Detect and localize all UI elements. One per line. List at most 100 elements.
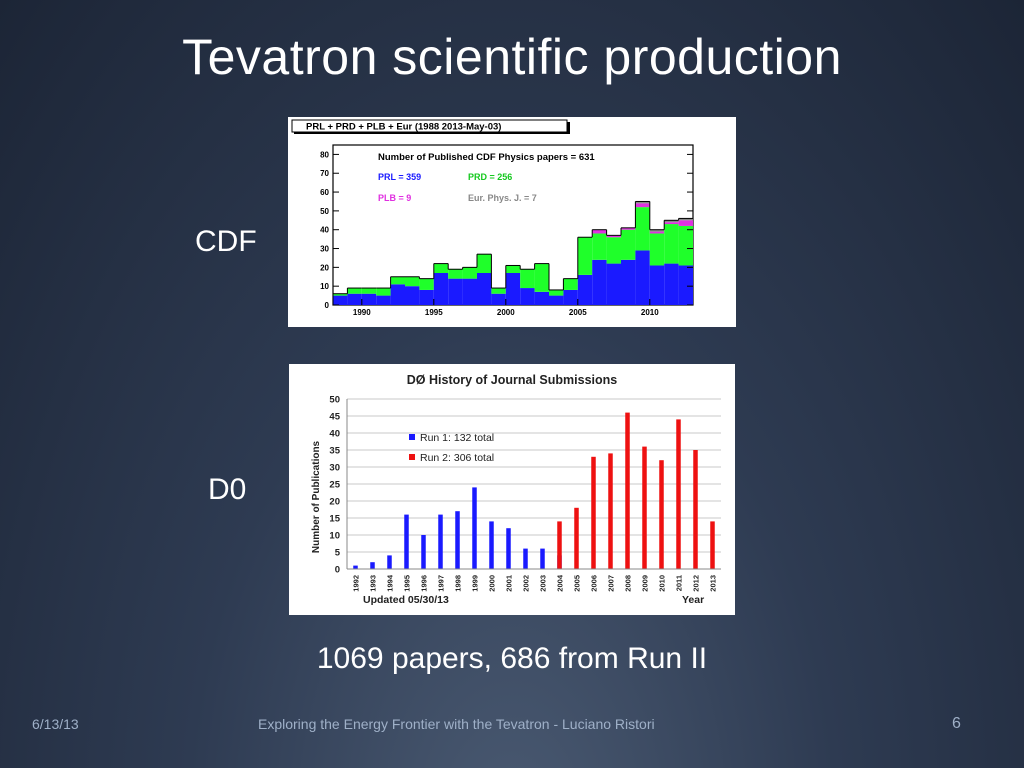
d0-xtick-label: 1992 xyxy=(352,575,361,592)
d0-bar-run1-1993 xyxy=(370,562,375,569)
d0-xtick-label: 2010 xyxy=(658,575,667,592)
cdf-bar-prd-2001 xyxy=(520,269,535,289)
cdf-legend-prd: PRD = 256 xyxy=(468,172,512,182)
cdf-bar-prl-1989 xyxy=(347,293,362,305)
cdf-ytick-label: 30 xyxy=(320,245,329,254)
cdf-bar-prl-2004 xyxy=(563,289,578,305)
footer-date: 6/13/13 xyxy=(32,716,79,732)
cdf-bar-prl-1992 xyxy=(390,284,405,305)
d0-bar-run1-1995 xyxy=(404,514,409,569)
cdf-bar-prd-1989 xyxy=(347,288,362,294)
cdf-bar-eur-2012 xyxy=(678,218,693,221)
cdf-bar-prl-2012 xyxy=(678,265,693,305)
d0-bar-run2-2009 xyxy=(642,446,647,569)
cdf-bar-prd-1990 xyxy=(361,288,377,294)
d0-xtick-label: 1994 xyxy=(386,574,395,592)
cdf-bar-prl-2000 xyxy=(505,273,521,305)
d0-bar-run1-1996 xyxy=(421,535,426,569)
d0-bar-run1-1992 xyxy=(353,565,358,569)
cdf-bar-prd-2003 xyxy=(549,289,564,296)
d0-xlabel: Year xyxy=(682,594,704,606)
cdf-xtick-label: 1995 xyxy=(425,308,443,317)
footer-text: Exploring the Energy Frontier with the T… xyxy=(258,716,655,732)
d0-bar-run2-2013 xyxy=(710,521,715,569)
cdf-bar-eur-2009 xyxy=(635,201,650,204)
d0-chart-title: DØ History of Journal Submissions xyxy=(407,373,617,387)
cdf-legend-prl: PRL = 359 xyxy=(378,172,421,182)
d0-ytick-label: 50 xyxy=(329,395,340,406)
cdf-bar-plb-2009 xyxy=(635,203,650,208)
d0-xtick-label: 2003 xyxy=(539,575,548,592)
cdf-bar-prl-1997 xyxy=(462,278,477,305)
d0-xtick-label: 2013 xyxy=(709,575,718,592)
cdf-chart-title: Number of Published CDF Physics papers =… xyxy=(378,152,595,163)
d0-bar-run1-2002 xyxy=(523,548,528,569)
cdf-bar-prd-2012 xyxy=(678,225,693,266)
d0-bar-run1-2003 xyxy=(540,548,545,569)
cdf-bar-prl-1990 xyxy=(361,293,377,305)
d0-ytick-label: 30 xyxy=(329,463,340,474)
d0-xtick-label: 2009 xyxy=(641,575,650,592)
d0-xtick-label: 2000 xyxy=(488,575,497,592)
d0-ytick-label: 35 xyxy=(329,446,340,457)
cdf-legend-eur: Eur. Phys. J. = 7 xyxy=(468,193,537,203)
cdf-header: PRL + PRD + PLB + Eur (1988 2013-May-03) xyxy=(306,122,501,133)
d0-bar-run2-2011 xyxy=(676,419,681,569)
cdf-legend-plb: PLB = 9 xyxy=(378,193,411,203)
cdf-bar-prd-2010 xyxy=(649,233,665,266)
d0-xtick-label: 2006 xyxy=(590,575,599,592)
cdf-ytick-label: 80 xyxy=(320,150,329,159)
d0-bar-run1-1998 xyxy=(455,511,460,569)
cdf-ytick-label: 60 xyxy=(320,188,329,197)
cdf-bar-prd-1991 xyxy=(376,288,391,296)
cdf-bar-prd-2002 xyxy=(534,263,549,292)
d0-xtick-label: 1997 xyxy=(437,575,446,592)
d0-xtick-label: 2002 xyxy=(522,575,531,592)
cdf-bar-prl-1993 xyxy=(405,286,420,305)
cdf-bar-plb-2006 xyxy=(592,229,607,234)
cdf-bar-prd-1988 xyxy=(333,293,348,296)
d0-xtick-label: 2007 xyxy=(607,575,616,592)
d0-bar-run1-1999 xyxy=(472,487,477,569)
cdf-ytick-label: 40 xyxy=(320,226,329,235)
d0-xtick-label: 1995 xyxy=(403,575,412,592)
cdf-chart: PRL + PRD + PLB + Eur (1988 2013-May-03)… xyxy=(291,119,694,317)
d0-bar-run1-1997 xyxy=(438,514,443,569)
d0-bar-run2-2005 xyxy=(574,507,579,569)
cdf-ytick-label: 20 xyxy=(320,263,329,272)
cdf-bar-prd-2009 xyxy=(635,207,650,251)
d0-ytick-label: 25 xyxy=(329,480,340,491)
cdf-bar-prd-2004 xyxy=(563,278,578,290)
d0-bar-run2-2012 xyxy=(693,450,698,569)
d0-ytick-label: 0 xyxy=(335,565,340,576)
cdf-ytick-label: 10 xyxy=(320,282,329,291)
cdf-bar-prl-2007 xyxy=(606,263,621,305)
d0-updated-note: Updated 05/30/13 xyxy=(363,594,449,606)
d0-label: D0 xyxy=(208,473,247,506)
d0-ylabel: Number of Publications xyxy=(311,440,322,553)
cdf-bar-plb-2008 xyxy=(621,227,636,230)
d0-xtick-label: 2004 xyxy=(556,574,565,592)
cdf-bar-plb-2010 xyxy=(649,231,665,234)
cdf-bar-prl-1991 xyxy=(376,295,391,305)
cdf-bar-plb-2012 xyxy=(678,220,693,226)
cdf-bar-prl-2002 xyxy=(534,291,549,305)
cdf-bar-prl-2010 xyxy=(649,265,665,305)
cdf-xtick-label: 2000 xyxy=(497,308,515,317)
cdf-bar-prl-1994 xyxy=(419,289,434,305)
cdf-ytick-label: 50 xyxy=(320,207,329,216)
d0-xtick-label: 2001 xyxy=(505,575,514,592)
d0-xtick-label: 1996 xyxy=(420,575,429,592)
cdf-chart-panel: PRL + PRD + PLB + Eur (1988 2013-May-03)… xyxy=(288,117,736,327)
cdf-bar-prd-1997 xyxy=(462,267,477,279)
cdf-label: CDF xyxy=(195,225,257,258)
d0-legend-run1-swatch xyxy=(409,434,415,440)
cdf-bar-plb-2007 xyxy=(606,235,621,238)
cdf-bar-prl-2005 xyxy=(577,274,593,305)
cdf-bar-prd-1994 xyxy=(419,278,434,290)
d0-ytick-label: 20 xyxy=(329,497,340,508)
d0-ytick-label: 40 xyxy=(329,429,340,440)
cdf-bar-prl-1996 xyxy=(448,278,463,305)
cdf-bar-prl-1995 xyxy=(433,273,449,305)
cdf-bar-prd-2008 xyxy=(621,229,636,260)
